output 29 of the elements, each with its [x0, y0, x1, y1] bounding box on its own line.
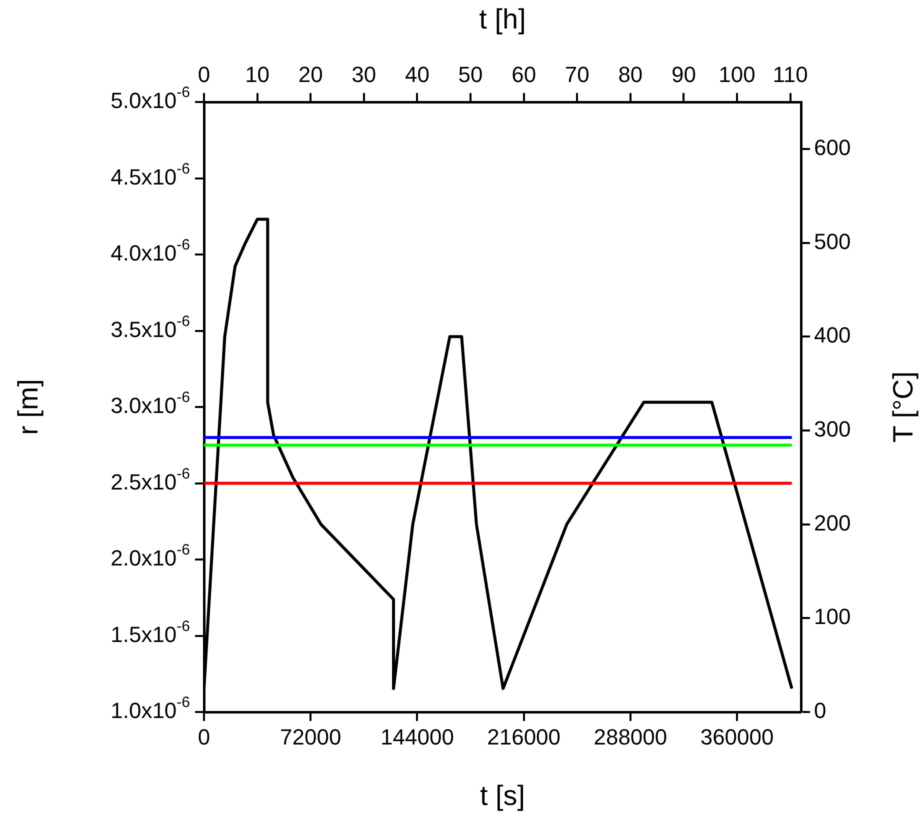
y-axis-title: r [m]: [12, 379, 44, 435]
y2-axis-title: T [°C]: [888, 371, 919, 443]
x2-tick-label: 100: [718, 62, 756, 87]
x2-tick-label: 30: [352, 62, 376, 87]
y2-tick-label: 0: [814, 698, 826, 724]
y2-tick-label: 500: [814, 228, 851, 254]
x2-tick-label: 40: [404, 62, 430, 87]
x2-tick-label: 60: [512, 62, 536, 87]
x2-tick-label: 110: [772, 62, 808, 87]
x2-tick-label: 50: [458, 62, 483, 87]
y2-tick-label: 600: [814, 134, 851, 160]
x-tick-label: 216000: [487, 724, 561, 750]
x-axis-title: t [s]: [480, 780, 526, 811]
x-tick-label: 288000: [594, 724, 668, 750]
x-tick-label: 0: [198, 724, 210, 750]
x2-tick-label: 70: [564, 62, 590, 87]
x2-tick-label: 10: [245, 62, 270, 87]
y2-tick-label: 200: [814, 510, 851, 536]
x-tick-label: 72000: [280, 724, 342, 750]
y2-tick-label: 300: [814, 416, 851, 442]
x2-tick-label: 90: [671, 62, 696, 87]
y2-tick-label: 100: [814, 604, 851, 630]
x2-tick-label: 0: [198, 62, 210, 87]
x-tick-label: 360000: [700, 724, 774, 750]
x-tick-label: 144000: [380, 724, 454, 750]
x2-tick-label: 20: [298, 62, 323, 87]
x2-axis-title: t [h]: [479, 4, 526, 35]
x2-tick-label: 80: [618, 62, 643, 87]
y2-tick-label: 400: [814, 322, 851, 348]
